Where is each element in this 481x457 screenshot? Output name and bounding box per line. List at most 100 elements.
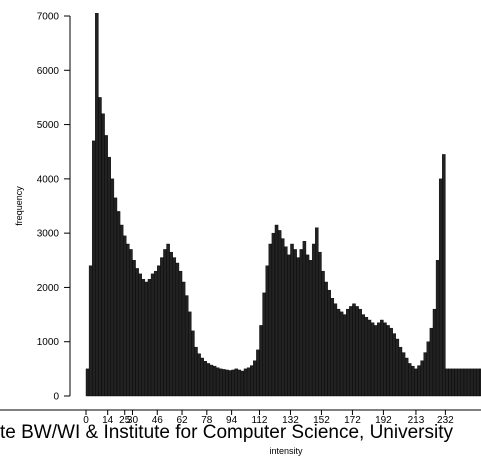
y-tick-label: 1000 bbox=[37, 337, 60, 348]
histogram-bar bbox=[150, 273, 155, 397]
histogram-bar bbox=[327, 289, 331, 397]
histogram-bar bbox=[206, 363, 211, 397]
histogram-bar bbox=[169, 251, 173, 397]
histogram-bar bbox=[315, 227, 319, 397]
histogram-bar bbox=[318, 251, 322, 397]
histogram-bar bbox=[420, 360, 424, 397]
y-tick-label: 4000 bbox=[37, 174, 60, 185]
histogram-bar bbox=[104, 135, 108, 397]
histogram-bar bbox=[361, 314, 366, 397]
histogram-bar bbox=[407, 363, 412, 397]
histogram-bar bbox=[435, 260, 440, 397]
histogram-bar bbox=[147, 279, 152, 397]
x-tick-label: 78 bbox=[201, 415, 213, 426]
histogram-bar bbox=[240, 370, 245, 397]
histogram-bar bbox=[141, 279, 146, 397]
histogram-bar bbox=[454, 368, 458, 397]
histogram-bar bbox=[175, 262, 180, 397]
histogram-bar bbox=[132, 260, 136, 397]
histogram-bar bbox=[107, 156, 111, 397]
histogram-bar bbox=[349, 306, 353, 397]
histogram-bar bbox=[476, 368, 480, 397]
histogram-bar bbox=[225, 369, 229, 397]
histogram-bar bbox=[367, 319, 372, 397]
histogram-bar bbox=[380, 319, 384, 397]
histogram-bar bbox=[414, 368, 418, 397]
histogram-bar bbox=[479, 368, 481, 397]
histogram-bar bbox=[290, 243, 294, 397]
histogram-bar bbox=[352, 303, 356, 397]
y-tick-label: 6000 bbox=[37, 66, 60, 77]
histogram-bar bbox=[287, 254, 291, 397]
histogram-bar bbox=[438, 178, 443, 397]
histogram-bar bbox=[451, 368, 455, 397]
histogram-bar bbox=[333, 303, 338, 397]
histogram-bar bbox=[172, 257, 177, 397]
histogram-bar bbox=[448, 368, 452, 397]
histogram-bar bbox=[442, 154, 446, 397]
histogram-bar bbox=[135, 268, 139, 397]
histogram-bar bbox=[203, 361, 208, 397]
histogram-bar bbox=[209, 364, 214, 397]
histogram-bar bbox=[122, 235, 127, 397]
histogram-bar bbox=[110, 178, 115, 397]
histogram-bar bbox=[181, 281, 186, 397]
histogram-bar bbox=[222, 369, 226, 397]
histogram-bar bbox=[311, 243, 316, 397]
histogram-bar bbox=[274, 224, 279, 397]
histogram-bar bbox=[253, 360, 257, 397]
histogram-bar bbox=[386, 325, 390, 397]
histogram-bar bbox=[215, 367, 220, 397]
histogram-bar bbox=[88, 265, 93, 397]
histogram-bar bbox=[460, 368, 465, 397]
histogram-bars bbox=[85, 13, 481, 397]
histogram-bar bbox=[392, 333, 397, 397]
histogram-bar bbox=[293, 249, 297, 397]
y-axis-ticks: 0 1000 2000 3000 4000 5000 6000 7000 bbox=[37, 12, 70, 403]
histogram-bar bbox=[234, 368, 239, 397]
y-tick-label: 7000 bbox=[37, 12, 60, 23]
histogram-bar bbox=[237, 369, 242, 397]
histogram-bar bbox=[432, 308, 437, 397]
x-tick-label: 192 bbox=[375, 415, 392, 426]
histogram-bar bbox=[277, 230, 282, 397]
histogram-bar bbox=[197, 353, 201, 397]
y-tick-label: 5000 bbox=[37, 120, 60, 131]
histogram-bar bbox=[166, 243, 170, 397]
y-tick-label: 0 bbox=[53, 392, 59, 403]
histogram-bar bbox=[370, 322, 375, 397]
y-tick-label: 2000 bbox=[37, 283, 60, 294]
histogram-bar bbox=[373, 325, 378, 397]
histogram-bar bbox=[463, 368, 468, 397]
histogram-bar bbox=[457, 368, 462, 397]
histogram-bar bbox=[473, 368, 477, 397]
histogram-bar bbox=[404, 357, 409, 397]
histogram-bar bbox=[126, 243, 130, 397]
y-axis-label: frequency bbox=[14, 186, 24, 226]
histogram-bar bbox=[113, 197, 118, 397]
histogram-bar bbox=[129, 249, 133, 397]
histogram-bar bbox=[101, 113, 105, 397]
histogram-bar bbox=[342, 314, 347, 397]
histogram-bar bbox=[324, 281, 328, 397]
histogram-bar bbox=[284, 246, 288, 397]
x-tick-label: 172 bbox=[344, 415, 361, 426]
histogram-bar bbox=[116, 211, 121, 397]
histogram-bar bbox=[191, 330, 195, 397]
x-tick-label: 14 bbox=[102, 415, 114, 426]
histogram-bar bbox=[389, 327, 393, 397]
histogram-bar bbox=[262, 292, 266, 397]
histogram-bar bbox=[321, 270, 325, 397]
histogram-bar bbox=[85, 368, 90, 397]
histogram-bar bbox=[138, 273, 142, 397]
histogram-bar bbox=[194, 346, 198, 397]
x-tick-label: 30 bbox=[127, 415, 139, 426]
x-tick-label: 232 bbox=[437, 415, 454, 426]
histogram-bar bbox=[188, 311, 192, 397]
histogram-bar bbox=[178, 270, 183, 397]
histogram-bar bbox=[265, 265, 269, 397]
histogram-bar bbox=[299, 249, 304, 397]
histogram-bar bbox=[268, 243, 273, 397]
x-tick-label: 0 bbox=[83, 415, 89, 426]
